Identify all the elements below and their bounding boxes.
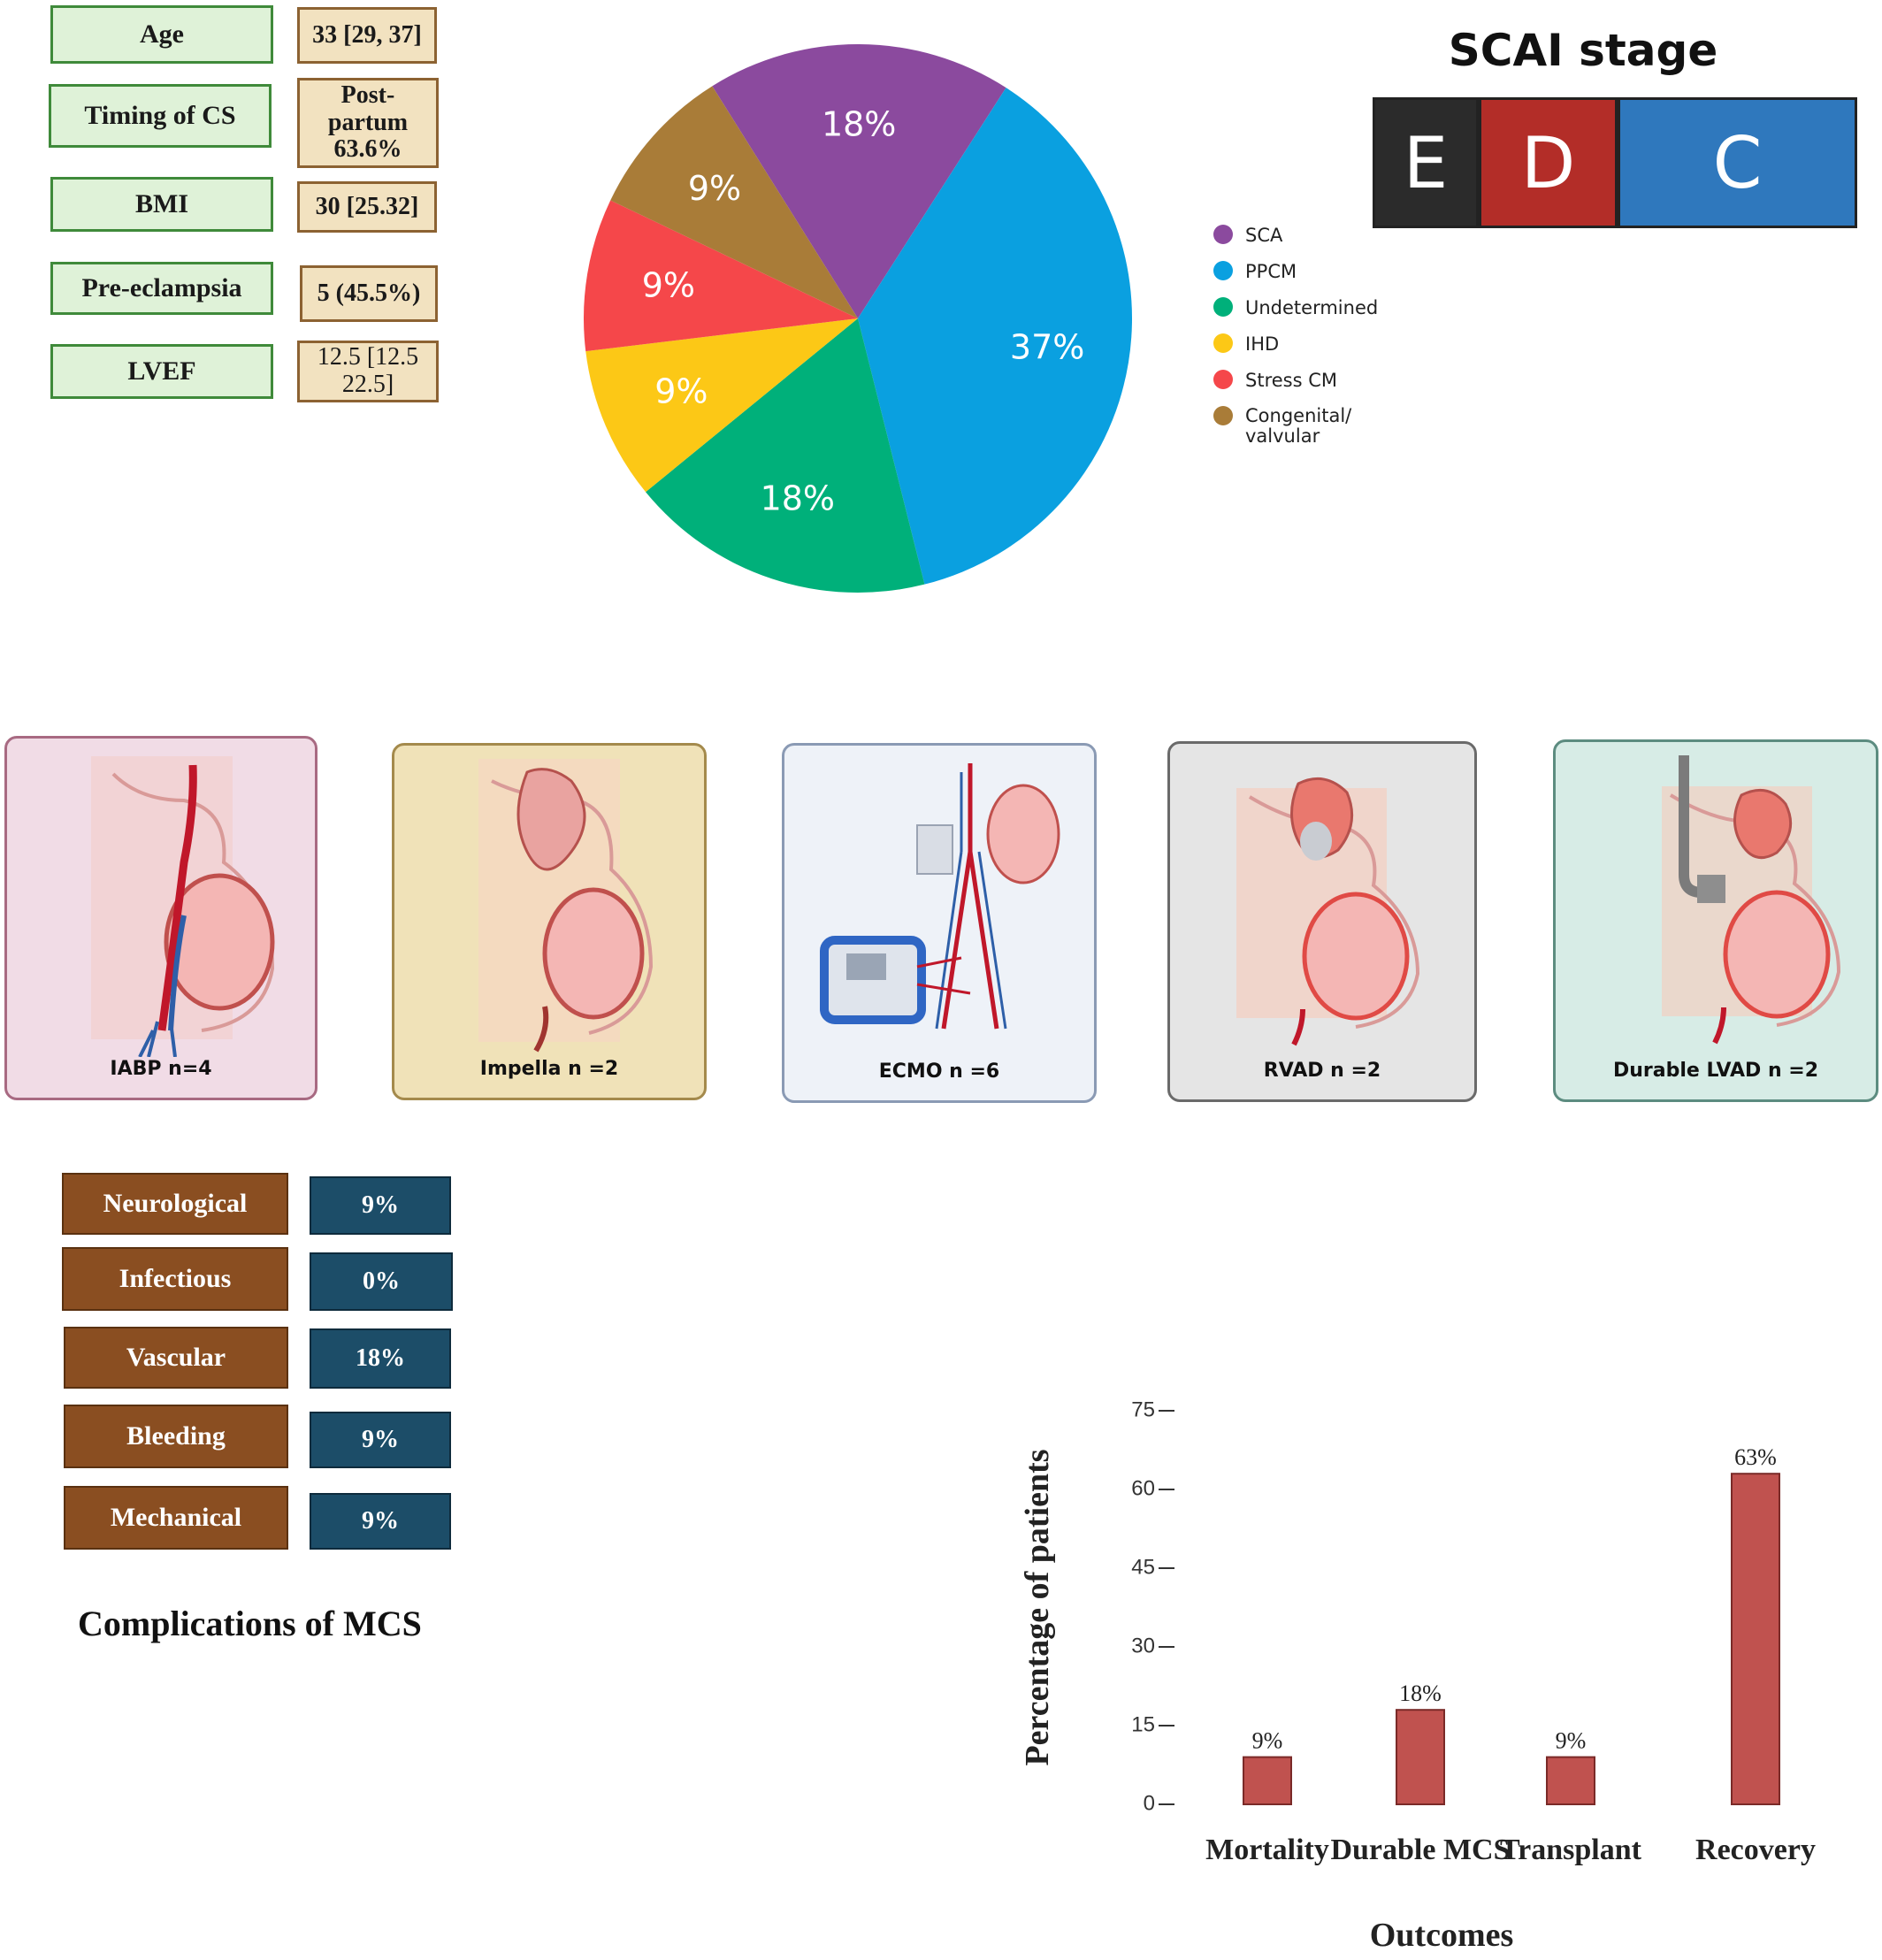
legend-item: PPCM bbox=[1213, 261, 1390, 297]
pie-slice-ppcm bbox=[858, 88, 1132, 585]
row-label-lvef: LVEF bbox=[50, 344, 273, 399]
row-label-preeclampsia: Pre-eclampsia bbox=[50, 262, 273, 315]
pie-slice-sca bbox=[712, 43, 1006, 318]
pie-slice-label: 9% bbox=[642, 265, 695, 304]
bar-recovery bbox=[1731, 1473, 1780, 1805]
complication-value: 9% bbox=[310, 1412, 451, 1468]
pie-slice-label: 18% bbox=[822, 105, 896, 144]
legend-swatch bbox=[1213, 261, 1233, 280]
x-tick-label: Durable MCS bbox=[1330, 1834, 1510, 1866]
row-value-lvef: 12.5 [12.5 22.5] bbox=[297, 341, 439, 402]
x-tick-label: Transplant bbox=[1500, 1834, 1642, 1866]
complications-title: Complications of MCS bbox=[78, 1604, 422, 1643]
bar-transplant bbox=[1546, 1756, 1595, 1806]
complication-value: 18% bbox=[310, 1328, 451, 1389]
scai-stage-e: E bbox=[1373, 97, 1480, 228]
complication-label: Neurological bbox=[62, 1173, 288, 1235]
legend-swatch bbox=[1213, 406, 1233, 425]
pie-labels: 18% 37% 18% 9% 9% 9% bbox=[642, 105, 1085, 518]
pie-slice-label: 18% bbox=[761, 479, 835, 518]
complication-label: Bleeding bbox=[64, 1405, 288, 1468]
y-tick-label: 0 bbox=[1144, 1791, 1155, 1815]
pregnant-body-illustration bbox=[1662, 755, 1841, 1045]
etiology-pie-chart: 18% 37% 18% 9% 9% 9% bbox=[584, 43, 1132, 593]
row-label-bmi: BMI bbox=[50, 177, 273, 232]
mcs-label: Durable LVAD n =2 bbox=[1612, 1060, 1819, 1082]
bar-mortality bbox=[1243, 1756, 1292, 1806]
legend-label: PPCM bbox=[1245, 261, 1297, 282]
legend-swatch bbox=[1213, 333, 1233, 353]
outcomes-bar-chart: 0 15 30 45 60 75 Percentage of patients Outcome… bbox=[1019, 1397, 1816, 1954]
scai-title: SCAI stage bbox=[1448, 25, 1718, 76]
legend-item: Congenital/ valvular bbox=[1213, 405, 1390, 459]
pie-slice-congenital-valvular bbox=[610, 86, 858, 318]
pie-slices bbox=[584, 43, 1132, 593]
mcs-panel-iabp: IABP n=4 bbox=[4, 736, 317, 1100]
complication-label: Mechanical bbox=[64, 1486, 288, 1550]
mcs-panel-lvad: Durable LVAD n =2 bbox=[1553, 739, 1878, 1102]
y-tick-label: 60 bbox=[1131, 1476, 1155, 1500]
complication-value: 9% bbox=[310, 1176, 451, 1235]
legend-item: IHD bbox=[1213, 333, 1390, 370]
pie-slice-label: 37% bbox=[1010, 328, 1084, 367]
pie-slice-undetermined bbox=[646, 318, 925, 593]
legend-label: Congenital/ valvular bbox=[1245, 405, 1352, 448]
row-label-timing: Timing of CS bbox=[49, 84, 272, 148]
bar-data-label: 9% bbox=[1252, 1728, 1283, 1754]
pie-slice-label: 9% bbox=[688, 169, 741, 208]
complication-label: Vascular bbox=[64, 1327, 288, 1389]
mcs-panel-ecmo: ECMO n =6 bbox=[782, 743, 1097, 1103]
mcs-panel-impella: Impella n =2 bbox=[392, 743, 707, 1100]
legend-swatch bbox=[1213, 297, 1233, 317]
pie-slice-label: 9% bbox=[654, 372, 708, 411]
bar-axis: 0 15 30 45 60 75 Percentage of patients Outcome… bbox=[1019, 1397, 1513, 1954]
pregnant-body-illustration bbox=[91, 756, 275, 1057]
row-label-age: Age bbox=[50, 5, 273, 64]
bar-data-label: 63% bbox=[1734, 1444, 1777, 1470]
bar-data-label: 18% bbox=[1399, 1681, 1442, 1706]
legend-item: Stress CM bbox=[1213, 370, 1390, 406]
legend-swatch bbox=[1213, 370, 1233, 389]
y-tick-label: 30 bbox=[1131, 1634, 1155, 1658]
legend-item: Undetermined bbox=[1213, 297, 1390, 333]
mcs-label: RVAD n =2 bbox=[1263, 1060, 1381, 1082]
mcs-label: IABP n=4 bbox=[110, 1058, 212, 1080]
legend-swatch bbox=[1213, 225, 1233, 244]
mcs-panel-rvad: RVAD n =2 bbox=[1167, 741, 1477, 1102]
legend-label: Undetermined bbox=[1245, 297, 1379, 318]
pregnant-body-illustration bbox=[478, 759, 654, 1053]
bar-bars: 9% Mortality 18% Durable MCS 9% Transplant 63%… bbox=[1205, 1444, 1816, 1866]
pie-legend: SCA PPCM Undetermined IHD Stress CM Cong… bbox=[1213, 225, 1390, 459]
complication-value: 0% bbox=[310, 1252, 453, 1311]
complication-label: Infectious bbox=[62, 1247, 288, 1311]
y-tick-label: 15 bbox=[1131, 1712, 1155, 1736]
pie-slice-ihd bbox=[585, 318, 858, 493]
row-value-bmi: 30 [25.32] bbox=[297, 181, 437, 233]
y-tick-label: 45 bbox=[1131, 1555, 1155, 1579]
row-value-preeclampsia: 5 (45.5%) bbox=[300, 265, 438, 322]
y-tick-label: 75 bbox=[1131, 1397, 1155, 1421]
scai-stage-bar: E D C bbox=[1373, 97, 1857, 228]
scai-stage-c: C bbox=[1618, 97, 1857, 228]
complication-value: 9% bbox=[310, 1493, 451, 1550]
legend-label: IHD bbox=[1245, 333, 1280, 355]
legend-label: Stress CM bbox=[1245, 370, 1337, 391]
mcs-label: ECMO n =6 bbox=[878, 1060, 1000, 1083]
row-value-timing: Post-partum 63.6% bbox=[297, 78, 439, 168]
x-tick-label: Mortality bbox=[1205, 1834, 1329, 1866]
bar-durable-mcs bbox=[1396, 1709, 1445, 1806]
pregnant-body-illustration bbox=[1236, 777, 1420, 1046]
row-value-age: 33 [29, 37] bbox=[297, 7, 437, 64]
ecmo-illustration bbox=[820, 763, 1060, 1030]
bar-data-label: 9% bbox=[1556, 1728, 1587, 1754]
legend-label: SCA bbox=[1245, 225, 1283, 246]
mcs-label: Impella n =2 bbox=[479, 1058, 619, 1080]
x-tick-label: Recovery bbox=[1695, 1834, 1816, 1866]
pie-slice-stress-cm bbox=[584, 200, 858, 352]
x-axis-label: Outcomes bbox=[1370, 1917, 1514, 1954]
legend-item: SCA bbox=[1213, 225, 1390, 261]
y-axis-label: Percentage of patients bbox=[1019, 1449, 1056, 1765]
scai-stage-d: D bbox=[1479, 97, 1618, 228]
